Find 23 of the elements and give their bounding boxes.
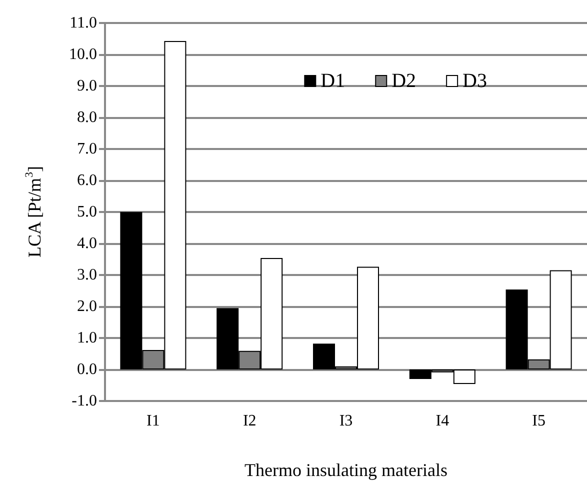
x-axis-title: Thermo insulating materials <box>244 460 448 480</box>
x-tick-label: I4 <box>436 412 450 430</box>
x-tick-label: I2 <box>242 412 256 430</box>
y-tick-label: 3.0 <box>77 266 97 284</box>
y-tick-label: 8.0 <box>77 109 97 126</box>
y-tick-label: 0.0 <box>77 361 97 378</box>
legend-label: D2 <box>392 70 416 92</box>
legend-label: D1 <box>320 70 346 92</box>
x-tick-label: I1 <box>146 412 160 430</box>
y-tick-label: 4.0 <box>77 235 97 252</box>
y-tick-label: 9.0 <box>77 78 97 94</box>
y-tick-label: -1.0 <box>72 392 97 410</box>
y-tick-label: 2.0 <box>77 298 97 315</box>
y-tick-label: 5.0 <box>77 204 97 220</box>
y-tick-label: 10.0 <box>69 46 97 63</box>
y-axis-title: LCA [Pt/m3] <box>24 166 44 258</box>
x-tick-label: I5 <box>532 412 546 430</box>
x-tick-label: I3 <box>339 412 353 430</box>
y-tick-label: 7.0 <box>77 140 97 158</box>
y-tick-label: 1.0 <box>77 330 97 346</box>
legend-label: D3 <box>462 70 488 92</box>
y-tick-label: 6.0 <box>77 172 97 189</box>
y-tick-label: 11.0 <box>70 14 97 32</box>
